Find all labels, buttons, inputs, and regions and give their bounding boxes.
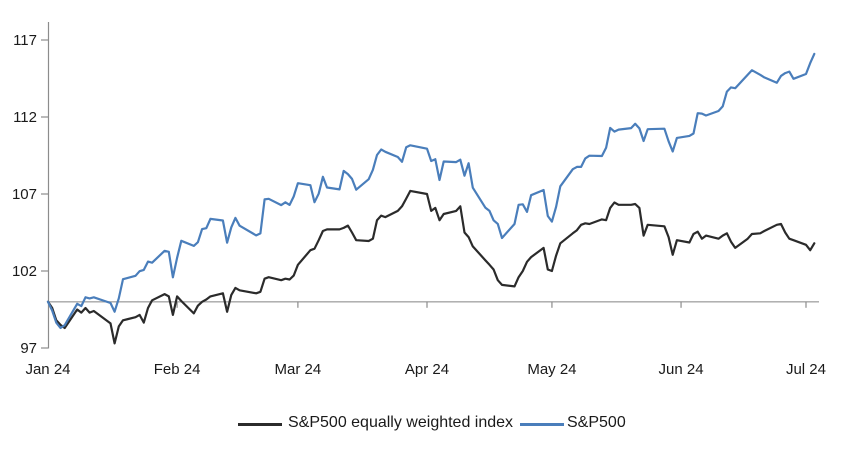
legend-label-equal-weight: S&P500 equally weighted index <box>288 414 514 431</box>
series-line-sp500 <box>46 52 816 330</box>
x-tick-label: Mar 24 <box>275 361 322 378</box>
x-tick-label: May 24 <box>527 361 576 378</box>
x-tick-label: Feb 24 <box>154 361 201 378</box>
sp500-line-swatch <box>520 423 564 426</box>
legend-item-sp500: S&P500 <box>520 412 660 436</box>
chart-legend: S&P500 equally weighted index S&P500 <box>0 412 852 442</box>
x-tick-label: Jan 24 <box>25 361 70 378</box>
x-tick-label: Jul 24 <box>786 361 826 378</box>
indexed-performance-chart: 97 102 107 112 117 Jan 24 Feb 24 Mar 24 Apr 24 Ma… <box>12 22 826 378</box>
y-tick-label: 117 <box>13 32 37 49</box>
y-tick-label: 97 <box>20 340 37 357</box>
y-tick-label: 107 <box>12 186 37 203</box>
equal-weight-line-swatch <box>238 423 282 426</box>
y-tick-label: 112 <box>13 109 37 126</box>
series-line-equal-weight <box>46 189 816 345</box>
chart-canvas: 97 102 107 112 117 Jan 24 Feb 24 Mar 24 Apr 24 Ma… <box>12 22 826 378</box>
y-tick-label: 102 <box>12 263 37 280</box>
x-tick-label: Apr 24 <box>405 361 449 378</box>
legend-label-sp500: S&P500 <box>567 414 626 431</box>
legend-item-equal-weight: S&P500 equally weighted index <box>238 412 513 436</box>
x-tick-label: Jun 24 <box>659 361 704 378</box>
